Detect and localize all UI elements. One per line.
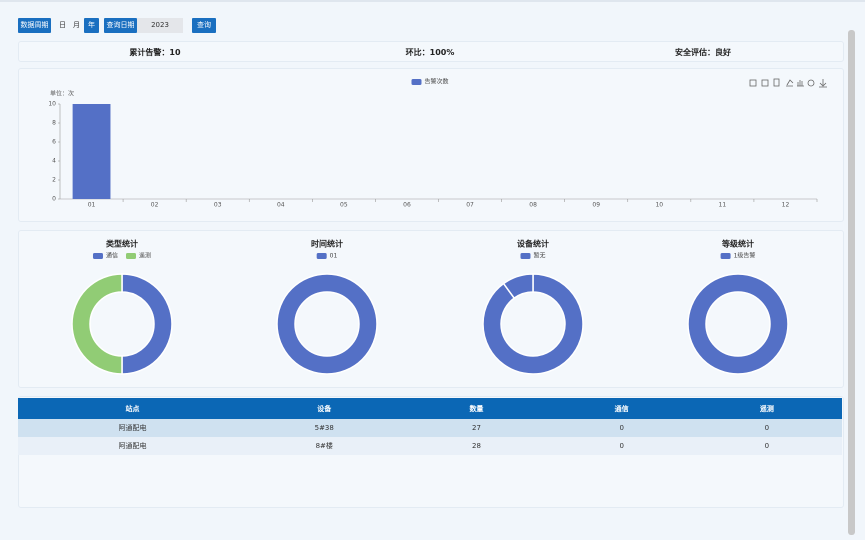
table-cell: 5#38 xyxy=(247,419,402,437)
legend-label: 01 xyxy=(330,253,338,260)
table-cell: 0 xyxy=(551,419,692,437)
pie-title: 时间统计 xyxy=(311,239,343,249)
period-button[interactable]: 日 xyxy=(59,21,66,29)
legend: 通信 遥测 xyxy=(92,252,151,260)
column-header: 设备 xyxy=(247,398,402,419)
y-axis-label: 单位：次 xyxy=(50,90,74,98)
pie-slice xyxy=(502,273,534,300)
legend-swatch xyxy=(92,253,103,259)
column-header: 数量 xyxy=(401,398,552,419)
pie-slice xyxy=(121,273,173,375)
table-cell: 阿通配电 xyxy=(18,419,248,437)
summary-item: 环比：100% xyxy=(405,48,455,57)
x-tick-label: 08 xyxy=(529,202,537,209)
legend: 暂无 xyxy=(520,252,546,260)
legend: 01 xyxy=(316,253,338,260)
legend-swatch xyxy=(316,253,327,259)
y-tick-label: 6 xyxy=(52,139,56,146)
legend: 告警次数 xyxy=(411,78,449,86)
pie-slice xyxy=(482,273,584,375)
bar xyxy=(72,104,111,199)
legend-label: 1级告警 xyxy=(734,252,756,260)
legend-swatch xyxy=(126,253,136,259)
legend-swatch xyxy=(720,253,731,259)
scrollbar[interactable] xyxy=(848,30,855,535)
table-cell: 阿通配电 xyxy=(18,437,248,455)
x-tick-label: 10 xyxy=(655,202,663,209)
summary-card xyxy=(18,41,844,62)
pie-slice xyxy=(687,273,789,375)
table-row: 阿通配电 8#楼 28 0 0 xyxy=(18,437,842,455)
table-cell: 28 xyxy=(401,437,552,455)
y-tick-label: 0 xyxy=(52,196,56,203)
bar-card xyxy=(18,68,844,222)
y-tick-label: 4 xyxy=(52,158,56,165)
pie-slice xyxy=(71,273,123,375)
legend-label: 通信 xyxy=(106,252,118,260)
query-button[interactable]: 查询 xyxy=(192,18,216,33)
y-tick-label: 10 xyxy=(48,101,56,108)
x-tick-label: 04 xyxy=(277,202,285,209)
table-row: 阿通配电 5#38 27 0 0 xyxy=(18,419,842,437)
x-tick-label: 07 xyxy=(466,202,474,209)
table-header: 站点 设备 数量 通信 遥测 xyxy=(18,398,842,419)
y-tick-label: 8 xyxy=(52,120,56,127)
x-tick-label: 02 xyxy=(151,202,159,209)
x-tick-label: 05 xyxy=(340,202,348,209)
table-cell: 8#楼 xyxy=(247,437,402,455)
pie-slice xyxy=(276,273,378,375)
summary-item: 累计告警：10 xyxy=(129,48,181,57)
table-cell: 0 xyxy=(551,437,692,455)
period-button[interactable]: 月 xyxy=(73,21,80,29)
table-cell: 0 xyxy=(691,437,842,455)
legend-swatch xyxy=(411,79,422,85)
date-input[interactable]: 2023 xyxy=(137,18,183,33)
legend-label: 告警次数 xyxy=(424,78,448,86)
x-tick-label: 06 xyxy=(403,202,411,209)
date-label: 查询日期 xyxy=(104,18,137,33)
legend-label: 暂无 xyxy=(533,252,545,260)
period-button[interactable]: 年 xyxy=(84,18,99,33)
column-header: 遥测 xyxy=(691,398,842,419)
pie-title: 类型统计 xyxy=(106,239,138,249)
legend-swatch xyxy=(520,253,531,259)
column-header: 站点 xyxy=(18,398,248,419)
table-cell: 0 xyxy=(691,419,842,437)
y-tick-label: 2 xyxy=(52,177,56,184)
table-body: 阿通配电 5#38 27 0 0 阿通配电 8#楼 28 0 0 xyxy=(18,419,842,455)
table-cell: 27 xyxy=(401,419,552,437)
legend-label: 遥测 xyxy=(139,252,151,260)
period-label: 数据周期 xyxy=(18,18,51,33)
x-tick-label: 12 xyxy=(782,202,790,209)
column-header: 通信 xyxy=(551,398,692,419)
pie-title: 设备统计 xyxy=(517,239,549,249)
x-tick-label: 11 xyxy=(719,202,727,209)
x-tick-label: 01 xyxy=(88,202,96,209)
x-tick-label: 03 xyxy=(214,202,222,209)
summary-item: 安全评估：良好 xyxy=(675,48,731,57)
data-table: 站点 设备 数量 通信 遥测 阿通配电 5#38 27 0 0 阿通配电 8#楼 28 0 0 xyxy=(18,398,842,455)
chart-toolbox[interactable] xyxy=(749,78,827,88)
pie-title: 等级统计 xyxy=(721,239,754,249)
top-border xyxy=(0,0,865,2)
legend: 1级告警 xyxy=(720,252,756,260)
x-tick-label: 09 xyxy=(592,202,600,209)
